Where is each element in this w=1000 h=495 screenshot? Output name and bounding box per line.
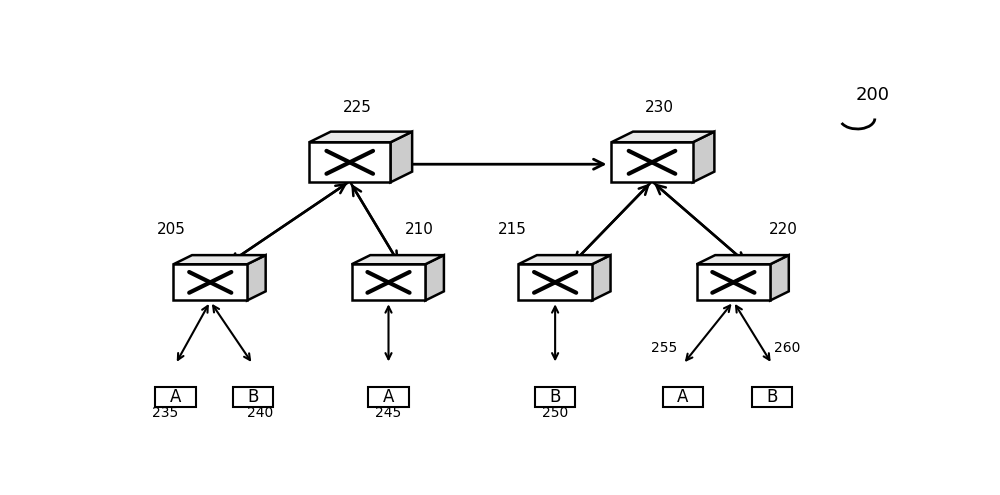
Text: 235: 235: [152, 405, 178, 420]
Text: 200: 200: [856, 86, 890, 104]
Text: B: B: [766, 388, 778, 406]
Polygon shape: [697, 264, 770, 300]
Text: 205: 205: [157, 222, 186, 237]
Polygon shape: [309, 132, 412, 142]
Polygon shape: [518, 264, 592, 300]
Text: 240: 240: [248, 405, 274, 420]
FancyBboxPatch shape: [233, 387, 273, 406]
Text: 255: 255: [650, 341, 677, 355]
Text: 210: 210: [405, 222, 434, 237]
Polygon shape: [518, 255, 611, 264]
Polygon shape: [173, 255, 266, 264]
Polygon shape: [247, 255, 266, 300]
Polygon shape: [352, 264, 425, 300]
Polygon shape: [697, 255, 789, 264]
Polygon shape: [693, 132, 714, 182]
FancyBboxPatch shape: [663, 387, 703, 406]
Text: A: A: [677, 388, 689, 406]
Text: 260: 260: [774, 341, 801, 355]
Text: A: A: [383, 388, 394, 406]
Polygon shape: [770, 255, 789, 300]
FancyBboxPatch shape: [155, 387, 196, 406]
Text: 220: 220: [769, 222, 798, 237]
Text: 250: 250: [542, 405, 568, 420]
Text: 245: 245: [375, 405, 402, 420]
Polygon shape: [611, 142, 693, 182]
Text: B: B: [247, 388, 259, 406]
Text: A: A: [170, 388, 181, 406]
FancyBboxPatch shape: [368, 387, 409, 406]
FancyBboxPatch shape: [752, 387, 792, 406]
Polygon shape: [352, 255, 444, 264]
Polygon shape: [425, 255, 444, 300]
Text: 225: 225: [343, 99, 372, 115]
Text: 215: 215: [498, 222, 527, 237]
Polygon shape: [390, 132, 412, 182]
Text: B: B: [549, 388, 561, 406]
Polygon shape: [611, 132, 714, 142]
Polygon shape: [309, 142, 390, 182]
Text: 230: 230: [645, 99, 674, 115]
FancyBboxPatch shape: [535, 387, 575, 406]
Polygon shape: [173, 264, 247, 300]
Polygon shape: [592, 255, 611, 300]
